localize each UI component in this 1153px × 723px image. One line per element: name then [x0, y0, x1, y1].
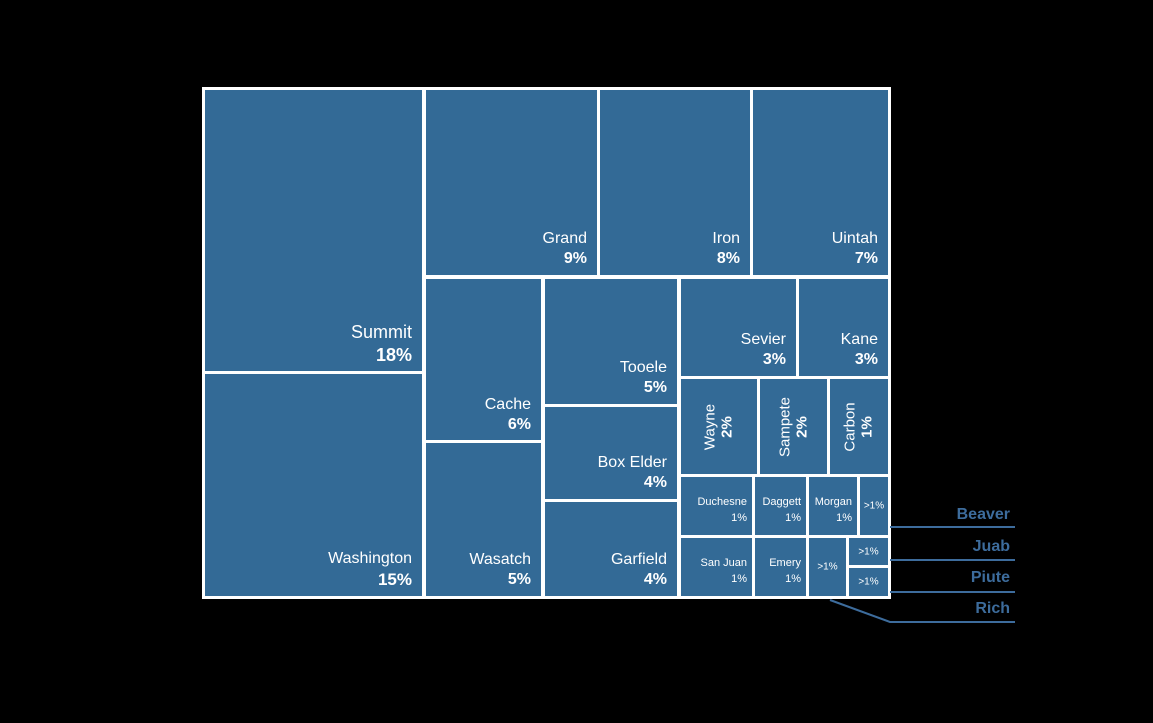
cell-value-label: >1% [817, 561, 838, 573]
cell-name-label: Uintah [831, 230, 878, 247]
callout-label-juab: Juab [972, 538, 1010, 555]
treemap-cell-rich: >1% [806, 535, 849, 599]
treemap-cell-grand: Grand 9% [423, 87, 600, 278]
cell-value-label: 9% [563, 250, 587, 267]
treemap-cell-summit: Summit 18% [202, 87, 425, 375]
cell-value-label: 5% [643, 379, 667, 396]
cell-name-label: Tooele [619, 359, 667, 376]
treemap-cell-box-elder: Box Elder 4% [542, 404, 680, 502]
callout-label-beaver: Beaver [956, 506, 1010, 523]
cell-value-label: >1% [858, 546, 879, 557]
cell-value-label: 3% [762, 351, 786, 368]
cell-value-label: 1% [785, 512, 801, 525]
treemap-cell-cache: Cache 6% [423, 276, 544, 444]
cell-name-label: Duchesne [697, 496, 747, 509]
callout-label-rich: Rich [975, 600, 1010, 617]
treemap-cell-juab: >1% [846, 535, 891, 568]
treemap-cell-garfield: Garfield 4% [542, 499, 680, 599]
treemap-cell-uintah: Uintah 7% [750, 87, 891, 278]
cell-name-label: San Juan [700, 557, 747, 570]
treemap-cell-wasatch: Wasatch 5% [423, 440, 544, 599]
treemap-cell-sampete: Sampete 2% [757, 376, 830, 477]
treemap-cell-morgan: Morgan 1% [806, 474, 860, 538]
treemap-cell-tooele: Tooele 5% [542, 276, 680, 407]
treemap-cell-emery: Emery 1% [752, 535, 809, 599]
treemap-cell-san-juan: San Juan 1% [678, 535, 755, 599]
treemap-cell-daggett: Daggett 1% [752, 474, 809, 538]
cell-name-label: Emery [769, 557, 801, 570]
cell-value-label: >1% [863, 500, 885, 512]
treemap-cell-kane: Kane 3% [796, 276, 891, 379]
cell-value-label: 1% [836, 512, 852, 525]
cell-value-label: 5% [507, 571, 531, 588]
treemap-cell-duchesne: Duchesne 1% [678, 474, 755, 538]
cell-value-label: 7% [854, 250, 878, 267]
cell-value-label: 2% [792, 415, 810, 438]
treemap-cell-sevier: Sevier 3% [678, 276, 799, 379]
cell-name-label: Wasatch [469, 551, 531, 568]
cell-value-label: 1% [731, 573, 747, 586]
callout-label-piute: Piute [970, 569, 1010, 586]
cell-name-label: Garfield [610, 551, 667, 568]
treemap-cell-carbon: Carbon 1% [827, 376, 891, 477]
cell-value-label: 15% [377, 569, 412, 589]
cell-value-label: 1% [731, 512, 747, 525]
treemap-cell-piute: >1% [846, 565, 891, 599]
treemap-cell-wayne: Wayne 2% [678, 376, 760, 477]
cell-value-label: >1% [858, 576, 879, 588]
cell-name-label: Morgan [814, 496, 852, 509]
cell-value-label: 8% [716, 250, 740, 267]
cell-value-label: 3% [854, 351, 878, 368]
cell-value-label: 6% [507, 416, 531, 433]
cell-value-label: 1% [785, 573, 801, 586]
treemap-cell-iron: Iron 8% [597, 87, 753, 278]
cell-name-label: Box Elder [597, 454, 667, 471]
cell-name-label: Daggett [762, 496, 801, 509]
cell-name-label: Sampete [776, 396, 793, 457]
cell-value-label: 18% [375, 344, 412, 365]
cell-value-label: 4% [643, 474, 667, 491]
cell-name-label: Iron [712, 230, 740, 247]
cell-name-label: Washington [328, 549, 412, 567]
cell-value-label: 2% [718, 415, 735, 438]
cell-name-label: Grand [542, 230, 587, 247]
cell-name-label: Wayne [701, 403, 719, 450]
cell-name-label: Sevier [740, 331, 786, 348]
treemap-cell-beaver: >1% [857, 474, 891, 538]
cell-value-label: 1% [858, 415, 875, 438]
treemap-cell-washington: Washington 15% [202, 371, 425, 599]
cell-name-label: Carbon [841, 401, 859, 452]
cell-name-label: Kane [840, 331, 878, 348]
cell-name-label: Cache [484, 396, 531, 413]
cell-value-label: 4% [643, 571, 667, 588]
cell-name-label: Summit [350, 322, 412, 342]
